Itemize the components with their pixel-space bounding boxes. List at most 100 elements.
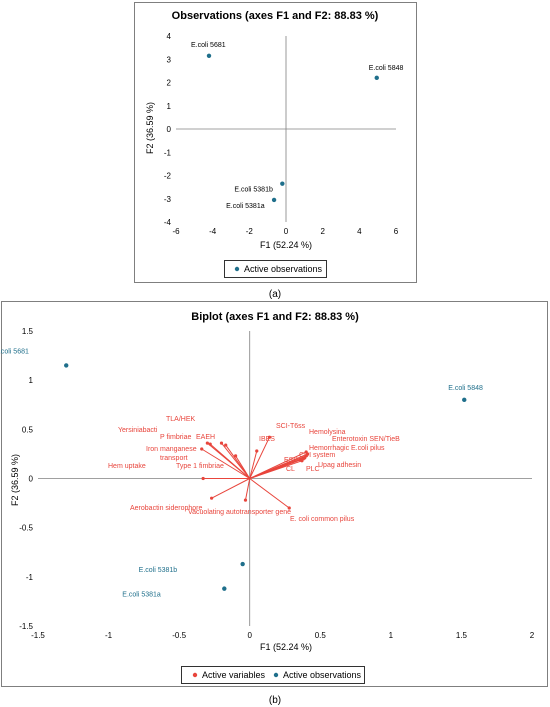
panel-a-point (206, 53, 212, 58)
panel-b-legend-variable-label: Active variables (202, 670, 266, 680)
panel-b-variable-point (200, 447, 204, 451)
panel-b-legend-observation-label: Active observations (283, 670, 362, 680)
panel-b-variable-label: ESP (284, 457, 298, 464)
panel-b-variable-vector (201, 448, 250, 479)
panel-a-point (280, 181, 285, 186)
panel-b-xtick-label: 0 (247, 631, 252, 640)
panel-a-xtick-label: -2 (246, 227, 254, 236)
panel-b-variable-label: IBES (259, 436, 275, 443)
panel-b-variable-label: Vacuolating autotransporter gene (188, 509, 291, 516)
panel-b-observation-label: E.coli 5681 (0, 348, 29, 355)
panel-b-xtick-label: -1.5 (31, 631, 45, 640)
panel-b-variable-label: Aerobactin siderophore (130, 505, 202, 512)
panel-b-variable-label: PLC (306, 466, 320, 473)
panel-a-point (374, 75, 379, 81)
panel-b-xlabel: F1 (52.24 %) (260, 642, 312, 652)
panel-a-ytick-label: 2 (167, 79, 172, 88)
panel-b-xtick-label: 2 (530, 631, 535, 640)
panel-a-ytick-label: -3 (164, 195, 172, 204)
panel-b-observation-label: E.coli 5381a (122, 592, 161, 599)
panel-b-variable-label: Upag adhesin (318, 462, 361, 469)
panel-b-variable-point (255, 449, 259, 453)
panel-b-variable-label: Enterotoxin SEN/TieB (332, 436, 400, 443)
panel-a-caption: (a) (269, 289, 281, 300)
panel-b-ytick-label: 0 (29, 475, 34, 484)
panel-b-observation-point (462, 397, 467, 403)
panel-b-variable-label: Hem uptake (108, 463, 146, 470)
panel-b-variable-point (210, 496, 214, 500)
panel-a-ytick-label: -1 (164, 148, 172, 157)
panel-a-point (271, 197, 277, 203)
panel-a-ylabel: F2 (36.59 %) (145, 102, 155, 154)
panel-b-variable-label: Iron manganese transport (146, 446, 197, 462)
panel-b-variable-vector (244, 478, 251, 501)
panel-b-xtick-label: 1 (389, 631, 394, 640)
panel-a-point-label: E.coli 5381b (234, 187, 273, 194)
panel-b-observation-label: E.coli 5381b (139, 567, 178, 574)
panel-b-ytick-label: 1.5 (22, 327, 34, 336)
panel-b-variable-vector (249, 460, 303, 479)
panel-b-legend-variable-marker (192, 672, 198, 678)
panel-a-frame (134, 2, 417, 283)
panel-b-variable-label: P fimbriae (160, 434, 191, 441)
panel-b-variable-vector (249, 478, 290, 509)
panel-a-xlabel: F1 (52.24 %) (260, 240, 312, 250)
panel-b-variable-label: Type 1 fimbriae (176, 463, 224, 470)
panel-b-variable-vector (211, 478, 250, 499)
panel-b-variable-point (287, 506, 291, 510)
panel-a-point-label: E.coli 5681 (191, 42, 226, 49)
panel-b-legend-box (181, 666, 365, 684)
panel-b-variable-point (205, 441, 209, 445)
panel-b-frame (1, 301, 548, 687)
panel-b-xtick-label: -0.5 (172, 631, 186, 640)
panel-b-observation-point (240, 561, 245, 567)
panel-b-observation-label: E.coli 5848 (448, 385, 483, 392)
panel-a-legend-box (224, 260, 327, 278)
panel-b-xtick-label: 1.5 (456, 631, 468, 640)
panel-a-xtick-label: 2 (320, 227, 325, 236)
panel-b-variable-point (224, 443, 228, 447)
panel-a-xtick-label: 4 (357, 227, 362, 236)
panel-a-ytick-label: 3 (167, 55, 172, 64)
panel-b-variable-label: EAEH (196, 434, 215, 441)
panel-b-variable-label: Yersiniabacti (118, 427, 158, 434)
panel-b-variable-label: TLA/HEK (166, 416, 196, 423)
panel-a-ytick-label: 0 (167, 125, 172, 134)
panel-b-variable-vector (249, 450, 258, 479)
panel-b-ytick-label: 1 (29, 376, 34, 385)
panel-b-variable-label: Hemolysina (309, 429, 346, 436)
panel-b-legend-observation-marker (273, 672, 279, 678)
panel-a-title: Observations (axes F1 and F2: 88.83 %) (172, 10, 379, 22)
panel-b-variable-label: CL (286, 466, 295, 473)
panel-b-ytick-label: -1.5 (19, 622, 33, 631)
panel-b-variable-label: E. coli common pilus (290, 516, 355, 523)
panel-b-variable-point (234, 454, 238, 458)
panel-b-variable-label: SCI-T6ss (276, 423, 306, 430)
panel-b-variable-label: Hemorrhagic E.coli pilus (309, 445, 385, 452)
panel-b-variable-point (219, 441, 224, 445)
panel-a-point-label: E.coli 5848 (369, 65, 404, 72)
panel-a-xtick-label: -4 (209, 227, 217, 236)
panel-a-xtick-label: 0 (284, 227, 289, 236)
panel-a-xtick-label: -6 (172, 227, 180, 236)
panel-a-points: E.coli 5681 E.coli 5848 E.coli 5381b E.coli… (191, 42, 403, 210)
panel-b-title: Biplot (axes F1 and F2: 88.83 %) (191, 311, 359, 323)
panel-b-variable-vector (207, 442, 251, 479)
panel-b-xtick-label: 0.5 (315, 631, 327, 640)
panel-b-variable-point (267, 435, 272, 439)
panel-b-observations: E.coli 5681 E.coli 5848 E.coli 5381b E.coli… (0, 348, 483, 598)
panel-b-observation-point (222, 586, 227, 591)
panel-b-variable-vector (235, 455, 251, 479)
panel-a-legend-label: Active observations (244, 264, 323, 274)
panel-b-ytick-label: 0.5 (22, 425, 34, 434)
panel-a-ytick-label: -2 (164, 172, 172, 181)
panel-a-xtick-label: 6 (394, 227, 399, 236)
panel-a-ytick-label: 1 (167, 102, 172, 111)
panel-b-ytick-label: -1 (26, 573, 34, 582)
panel-a-ytick-label: 4 (167, 32, 172, 41)
panel-b-variable-label: CDI system (299, 452, 335, 459)
panel-b-axes: -1.5 -1 -0.5 0 0.5 1 1.5 2 1.5 1 0.5 0 -0.5 -1 -1.5 (19, 327, 535, 640)
